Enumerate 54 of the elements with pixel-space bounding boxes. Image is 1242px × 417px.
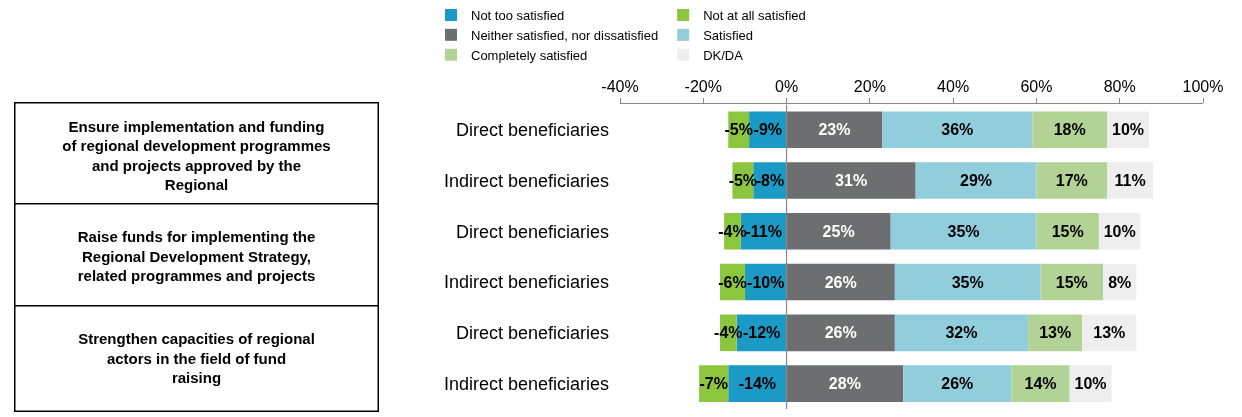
y-tick-label: Indirect beneficiaries [443, 373, 609, 394]
data-label: 25% [822, 222, 855, 240]
data-label: 11% [1114, 172, 1146, 190]
data-label: 13% [1039, 324, 1072, 342]
legend-label: Not at all satisfied [703, 8, 806, 24]
y-tick-label: Indirect beneficiaries [443, 272, 609, 293]
data-label: 26% [824, 324, 857, 342]
data-label: 18% [1053, 121, 1086, 139]
data-label: 15% [1051, 222, 1084, 240]
legend-label: Completely satisfied [471, 47, 588, 63]
y-tick-label: Direct beneficiaries [455, 221, 609, 242]
data-label: -10% [747, 273, 785, 291]
data-label: 10% [1074, 375, 1107, 393]
data-label: 26% [824, 273, 857, 291]
data-label: 29% [960, 172, 993, 190]
data-label: -14% [738, 375, 777, 393]
data-label: 8% [1108, 273, 1132, 291]
data-label: 13% [1093, 324, 1126, 342]
data-label: 23% [818, 121, 851, 139]
data-label: -12% [742, 324, 781, 342]
data-label: 14% [1024, 375, 1057, 393]
data-label: 35% [947, 222, 980, 240]
data-label: 36% [941, 121, 974, 139]
data-label: -8% [755, 172, 785, 190]
data-label: 10% [1112, 121, 1145, 139]
text: Ensure implementation and funding of regional development programmes and projects approved by the Regional [62, 117, 331, 194]
data-label: 32% [945, 324, 978, 342]
data-label: -9% [753, 121, 783, 139]
data-label: 35% [951, 273, 984, 291]
x-tick-label: 100% [1182, 78, 1224, 95]
legend-label: DK/DA [703, 47, 744, 63]
x-tick-label: 0% [775, 78, 799, 95]
y-tick-label: Indirect beneficiaries [443, 170, 609, 191]
data-label: 31% [835, 172, 868, 190]
legend-label: Satisfied [703, 27, 754, 43]
data-label: 15% [1055, 273, 1088, 291]
data-label: -11% [745, 222, 782, 240]
data-label: 28% [828, 375, 861, 393]
data-label: -7% [699, 375, 728, 393]
x-tick-label: 40% [937, 78, 970, 95]
x-tick-label: 20% [853, 78, 886, 95]
text: Strengthen capacities of regional actors in the field of fund raising [78, 330, 315, 387]
data-label: 17% [1055, 172, 1088, 190]
data-label: 26% [941, 375, 974, 393]
y-tick-label: Direct beneficiaries [455, 120, 609, 141]
legend-label: Neither satisfied, nor dissatisfied [471, 27, 659, 43]
text: Raise funds for implementing the Regional Development Strategy, related programmes and projects [77, 228, 316, 285]
x-tick-label: -20% [684, 78, 722, 95]
x-tick-label: 60% [1020, 78, 1053, 95]
x-tick-label: 80% [1103, 78, 1136, 95]
x-tick-label: -40% [601, 78, 639, 95]
y-tick-label: Direct beneficiaries [455, 323, 609, 344]
legend-label: Not too satisfied [471, 8, 565, 24]
data-label: 10% [1103, 222, 1136, 240]
